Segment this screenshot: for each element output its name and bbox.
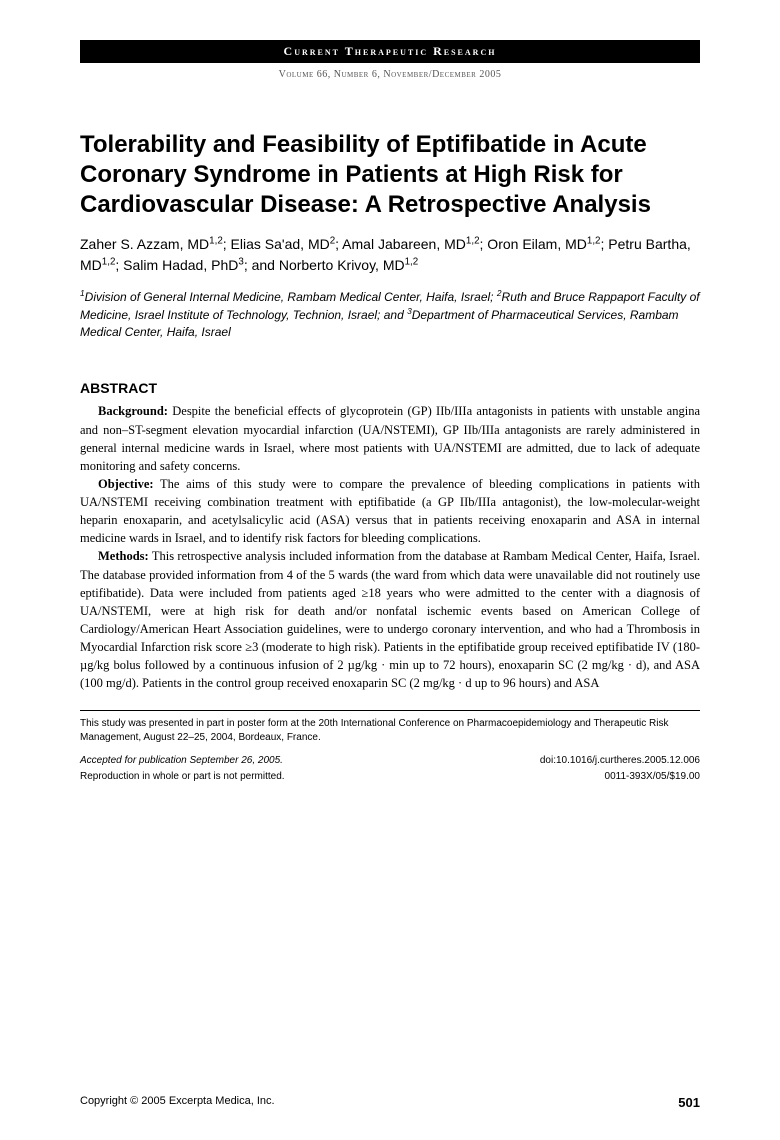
abstract-heading: ABSTRACT <box>80 380 700 396</box>
page-footer: Copyright © 2005 Excerpta Medica, Inc. 5… <box>80 1095 700 1110</box>
objective-text: The aims of this study were to compare t… <box>80 477 700 545</box>
issn-price: 0011-393X/05/$19.00 <box>605 770 700 784</box>
reproduction-notice: Reproduction in whole or part is not per… <box>80 770 285 784</box>
background-text: Despite the beneficial effects of glycop… <box>80 404 700 472</box>
volume-issue-info: Volume 66, Number 6, November/December 2… <box>80 69 700 80</box>
copyright-notice: Copyright © 2005 Excerpta Medica, Inc. <box>80 1095 275 1110</box>
presentation-note: This study was presented in part in post… <box>80 717 700 744</box>
background-label: Background: <box>98 404 168 418</box>
methods-label: Methods: <box>98 549 149 563</box>
footnote-divider <box>80 710 700 711</box>
methods-text: This retrospective analysis included inf… <box>80 549 700 690</box>
author-list: Zaher S. Azzam, MD1,2; Elias Sa'ad, MD2;… <box>80 234 700 276</box>
affiliations: 1Division of General Internal Medicine, … <box>80 288 700 340</box>
abstract-body: Background: Despite the beneficial effec… <box>80 402 700 692</box>
doi: doi:10.1016/j.curtheres.2005.12.006 <box>540 754 700 768</box>
abstract-objective: Objective: The aims of this study were t… <box>80 475 700 548</box>
publication-info-row-1: Accepted for publication September 26, 2… <box>80 754 700 768</box>
accepted-date: Accepted for publication September 26, 2… <box>80 754 283 768</box>
abstract-methods: Methods: This retrospective analysis inc… <box>80 547 700 692</box>
objective-label: Objective: <box>98 477 154 491</box>
abstract-background: Background: Despite the beneficial effec… <box>80 402 700 475</box>
journal-header-bar: Current Therapeutic Research <box>80 40 700 63</box>
publication-info-row-2: Reproduction in whole or part is not per… <box>80 770 700 784</box>
page-number: 501 <box>678 1095 700 1110</box>
article-title: Tolerability and Feasibility of Eptifiba… <box>80 130 700 220</box>
